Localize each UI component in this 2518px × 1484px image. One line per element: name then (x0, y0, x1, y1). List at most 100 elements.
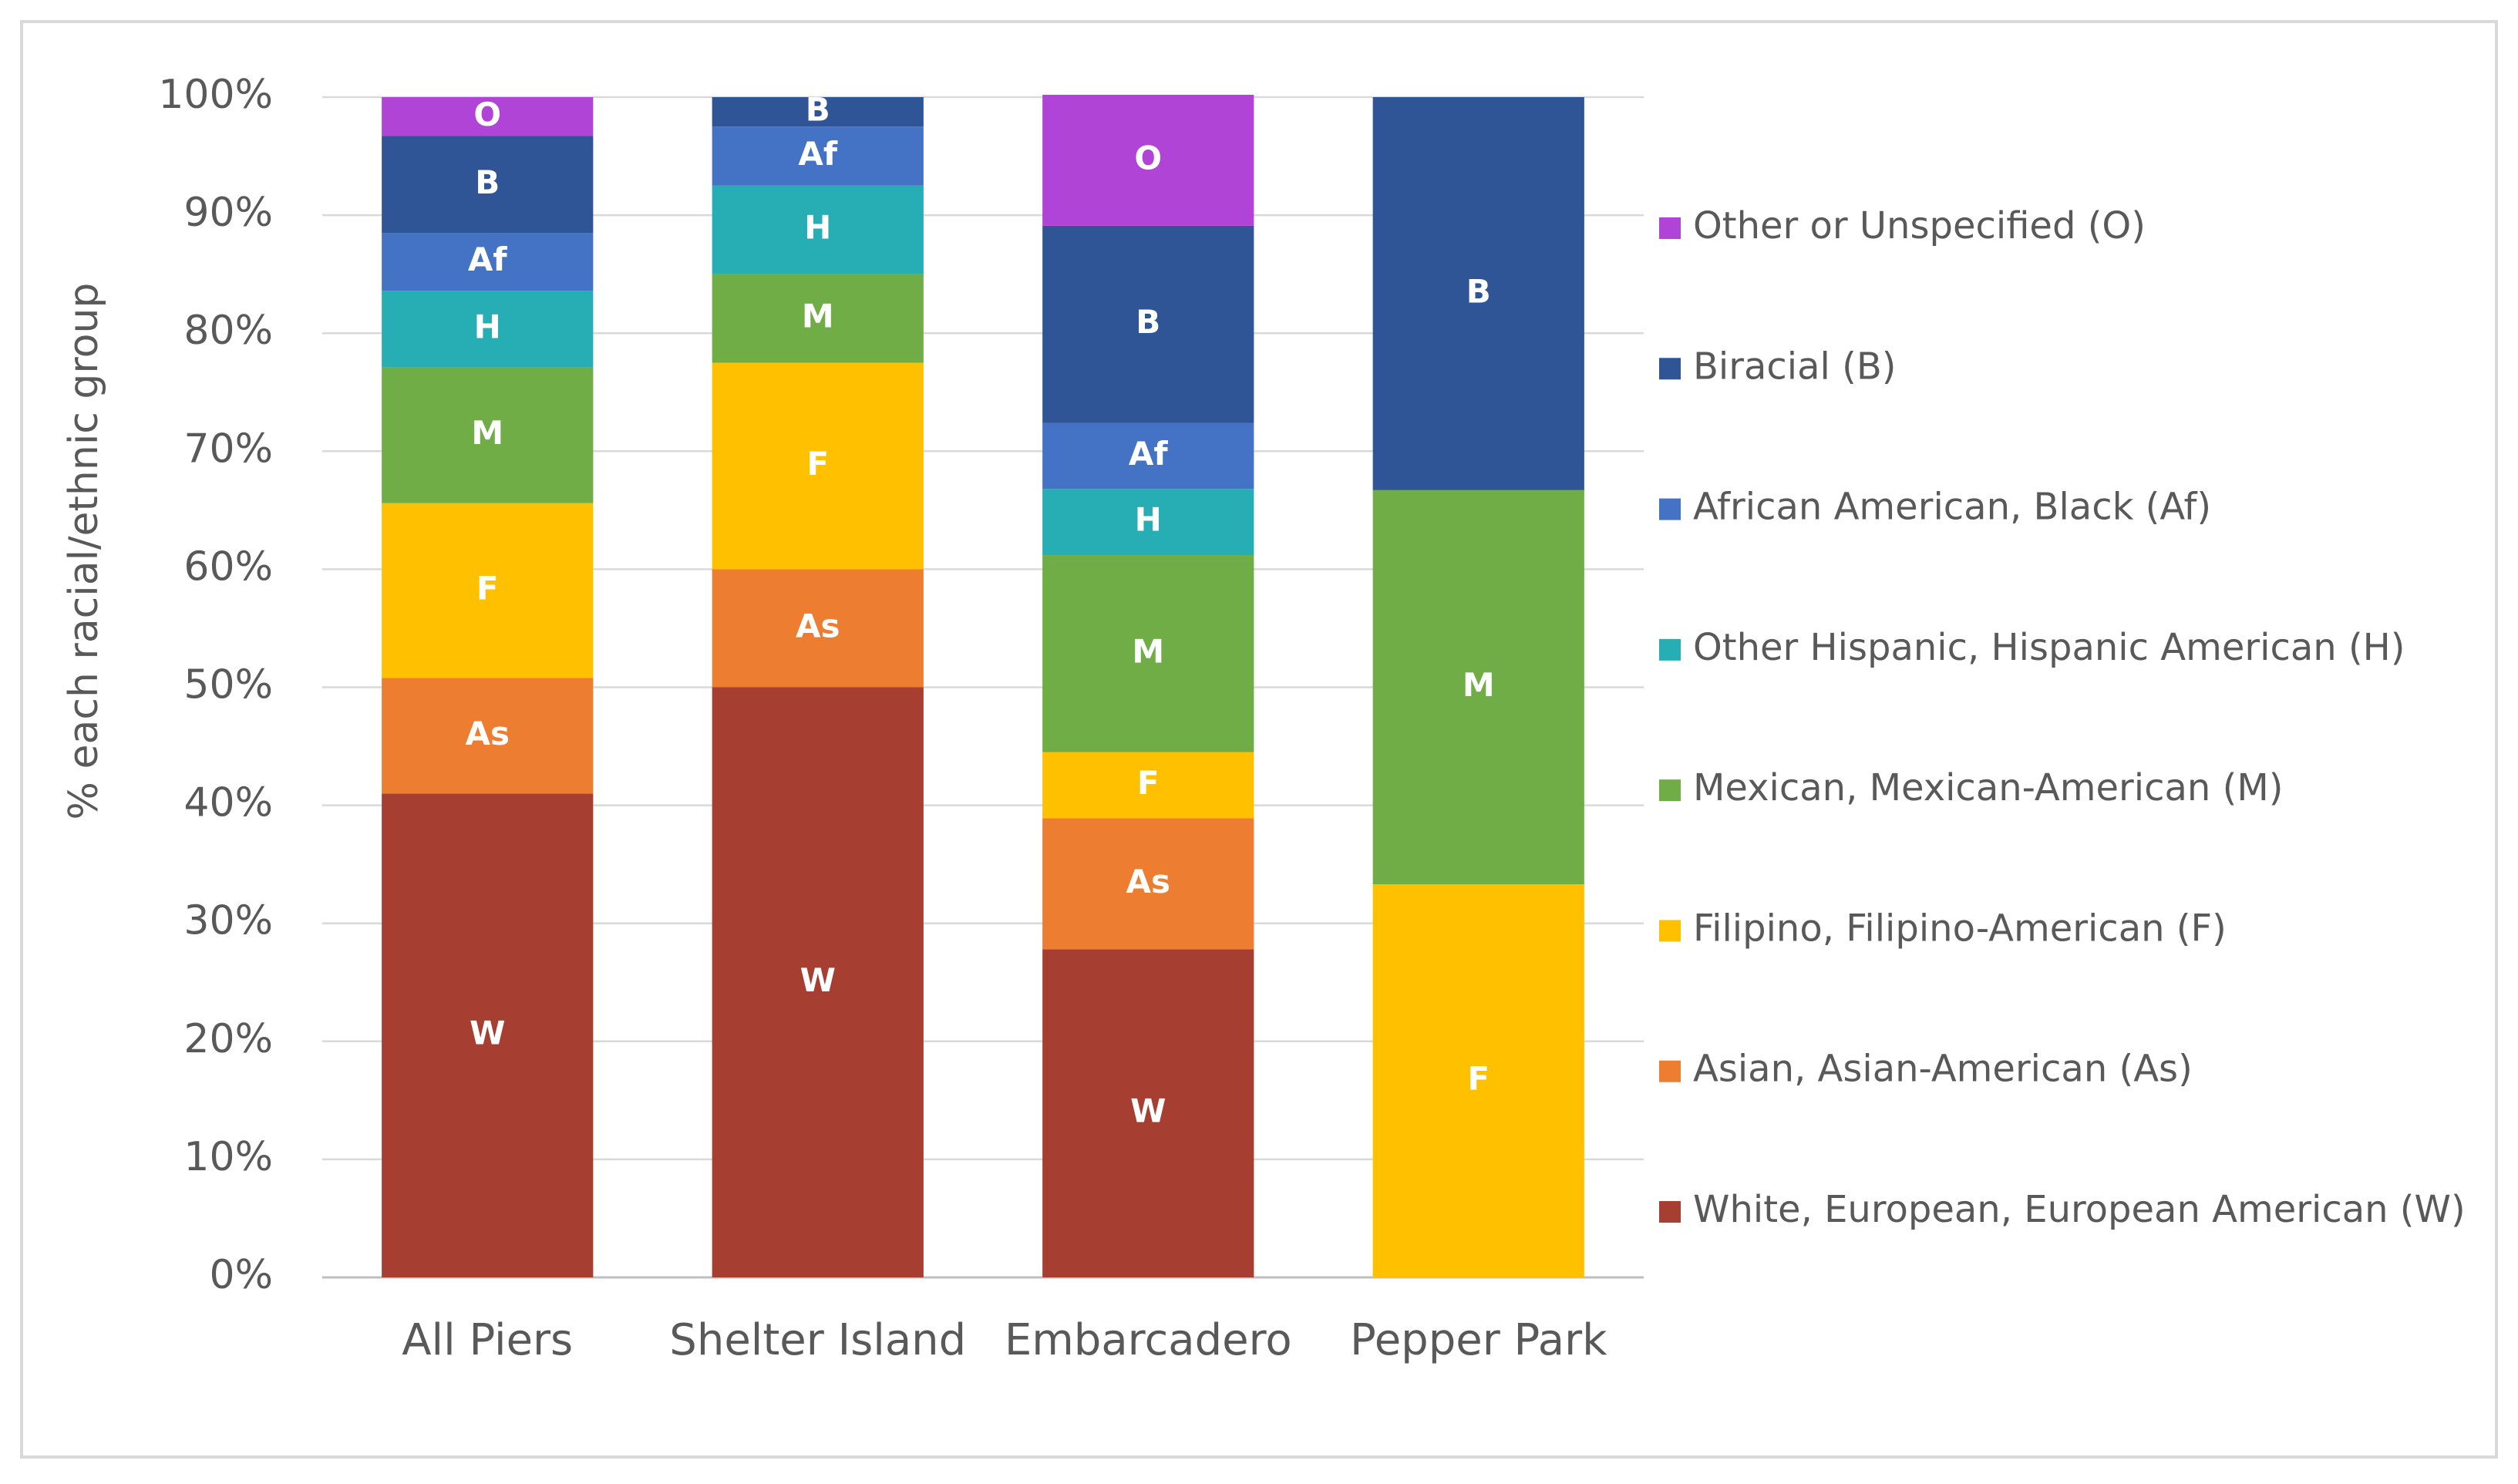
data-label: B (806, 91, 830, 129)
x-tick-label: Embarcadero (1005, 1315, 1292, 1365)
bar-segment-f (382, 503, 594, 678)
bar-segment-as (382, 678, 594, 794)
data-label: M (802, 298, 834, 335)
bar-segment-b (382, 136, 594, 234)
bar-segment-w (382, 793, 594, 1277)
bar-segment-o (382, 97, 594, 136)
legend-swatch (1659, 1201, 1681, 1223)
data-label: B (475, 163, 500, 201)
legend-swatch (1659, 217, 1681, 239)
legend-swatch (1659, 498, 1681, 520)
legend-swatch (1659, 779, 1681, 802)
y-tick-label: 90% (183, 190, 273, 236)
legend: Other or Unspecified (O) Biracial (B) Afri… (1659, 204, 2466, 1231)
y-axis-title: % each racial/ethnic group (61, 283, 107, 820)
bar-stack: W As F M H Af B (712, 91, 924, 1277)
data-label: O (473, 96, 501, 133)
data-label: M (1132, 632, 1164, 670)
legend-item-f: Filipino, Filipino-American (F) (1659, 907, 2227, 950)
bar-segment-f (712, 362, 924, 570)
y-tick-label: 20% (183, 1016, 273, 1062)
y-tick-label: 60% (183, 543, 273, 590)
legend-item-b: Biracial (B) (1659, 345, 1897, 388)
legend-item-o: Other or Unspecified (O) (1659, 204, 2146, 247)
data-label: H (804, 209, 831, 247)
legend-label: Other Hispanic, Hispanic American (H) (1693, 626, 2405, 669)
bar-segment-m (712, 274, 924, 363)
data-label: As (465, 715, 510, 752)
x-tick-label: Shelter Island (669, 1315, 966, 1365)
y-axis-tick-labels: 0% 10% 20% 30% 40% 50% 60% 70% 80% 90% 100% (158, 72, 273, 1298)
y-tick-label: 80% (183, 308, 273, 354)
legend-label: White, European, European American (W) (1693, 1188, 2466, 1231)
legend-label: Mexican, Mexican-American (M) (1693, 766, 2283, 809)
data-label: H (1135, 501, 1162, 539)
data-label: F (476, 569, 499, 607)
bar-segment-m (1042, 555, 1254, 752)
bar-segment-o (1042, 94, 1254, 226)
bar-segment-m (382, 367, 594, 503)
bar-segment-f (1042, 752, 1254, 819)
y-tick-label: 50% (183, 662, 273, 708)
x-axis-tick-labels: All Piers Shelter Island Embarcadero Pepper… (402, 1315, 1607, 1365)
bar-stack: F M B (1372, 97, 1584, 1277)
legend-swatch (1659, 358, 1681, 380)
data-label: M (1463, 666, 1495, 704)
legend-item-m: Mexican, Mexican-American (M) (1659, 766, 2283, 809)
bar-segment-h (1042, 489, 1254, 556)
bar-segment-b (712, 97, 924, 127)
x-tick-label: All Piers (402, 1315, 573, 1365)
data-label: B (1466, 272, 1491, 310)
bar-segment-w (1042, 949, 1254, 1277)
data-label: As (796, 607, 840, 644)
y-tick-label: 100% (158, 72, 273, 118)
legend-label: Other or Unspecified (O) (1693, 204, 2146, 247)
y-tick-label: 0% (210, 1252, 274, 1298)
y-tick-label: 10% (183, 1134, 273, 1180)
bar-segment-m (1372, 490, 1584, 885)
data-label: F (806, 445, 829, 483)
bar-segment-as (712, 569, 924, 688)
data-label: F (1467, 1060, 1490, 1098)
legend-label: Biracial (B) (1693, 345, 1897, 388)
data-label: As (1126, 863, 1170, 900)
data-label: B (1136, 303, 1160, 341)
bar-segment-h (382, 291, 594, 368)
data-label: W (1130, 1092, 1166, 1130)
legend-item-af: African American, Black (Af) (1659, 486, 2211, 529)
legend-label: Filipino, Filipino-American (F) (1693, 907, 2227, 950)
data-label: F (1137, 764, 1160, 802)
legend-item-as: Asian, Asian-American (As) (1659, 1048, 2193, 1091)
legend-swatch (1659, 638, 1681, 661)
legend-item-w: White, European, European American (W) (1659, 1188, 2466, 1231)
bar-segment-h (712, 185, 924, 274)
bar-segment-af (712, 126, 924, 186)
legend-swatch (1659, 920, 1681, 942)
data-label: W (800, 961, 836, 999)
bar-segment-af (382, 233, 594, 291)
legend-label: African American, Black (Af) (1693, 486, 2211, 529)
bar-segment-b (1042, 225, 1254, 423)
x-tick-label: Pepper Park (1350, 1315, 1607, 1365)
bar-stack: W As F M H Af BO (382, 96, 594, 1277)
data-label: M (471, 414, 503, 452)
bar-segment-f (1372, 884, 1584, 1277)
legend-label: Asian, Asian-American (As) (1693, 1048, 2193, 1091)
y-tick-label: 70% (183, 426, 273, 472)
bar-segment-w (712, 687, 924, 1277)
y-tick-label: 30% (183, 898, 273, 944)
data-label: Af (798, 135, 838, 173)
legend-item-h: Other Hispanic, Hispanic American (H) (1659, 626, 2405, 669)
data-label: W (470, 1015, 505, 1052)
bar-segment-as (1042, 818, 1254, 950)
bar-segment-af (1042, 422, 1254, 490)
data-label: H (474, 308, 501, 345)
data-label: O (1134, 139, 1162, 177)
data-label: Af (468, 241, 508, 278)
bar-segment-b (1372, 97, 1584, 490)
legend-swatch (1659, 1060, 1681, 1082)
